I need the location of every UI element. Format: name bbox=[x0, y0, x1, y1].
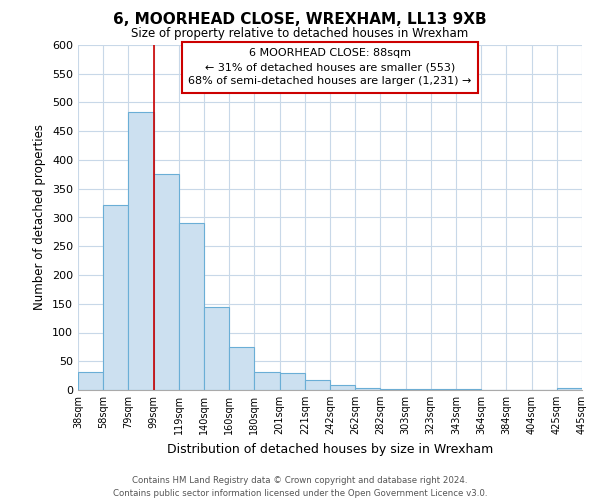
Bar bbox=[179, 223, 204, 390]
Bar bbox=[128, 112, 154, 390]
Text: Size of property relative to detached houses in Wrexham: Size of property relative to detached ho… bbox=[131, 28, 469, 40]
Bar bbox=[557, 388, 582, 390]
Bar bbox=[103, 205, 128, 390]
Bar bbox=[355, 388, 380, 390]
Bar bbox=[280, 373, 305, 390]
Text: 6, MOORHEAD CLOSE, WREXHAM, LL13 9XB: 6, MOORHEAD CLOSE, WREXHAM, LL13 9XB bbox=[113, 12, 487, 28]
Bar bbox=[330, 386, 355, 390]
Bar bbox=[229, 347, 254, 390]
Bar bbox=[204, 306, 229, 390]
Text: Contains HM Land Registry data © Crown copyright and database right 2024.
Contai: Contains HM Land Registry data © Crown c… bbox=[113, 476, 487, 498]
Bar bbox=[154, 174, 179, 390]
Bar bbox=[305, 380, 330, 390]
Bar bbox=[380, 389, 406, 390]
Bar bbox=[254, 372, 280, 390]
Bar bbox=[78, 372, 103, 390]
Text: 6 MOORHEAD CLOSE: 88sqm
← 31% of detached houses are smaller (553)
68% of semi-d: 6 MOORHEAD CLOSE: 88sqm ← 31% of detache… bbox=[188, 48, 472, 86]
X-axis label: Distribution of detached houses by size in Wrexham: Distribution of detached houses by size … bbox=[167, 442, 493, 456]
Y-axis label: Number of detached properties: Number of detached properties bbox=[34, 124, 46, 310]
